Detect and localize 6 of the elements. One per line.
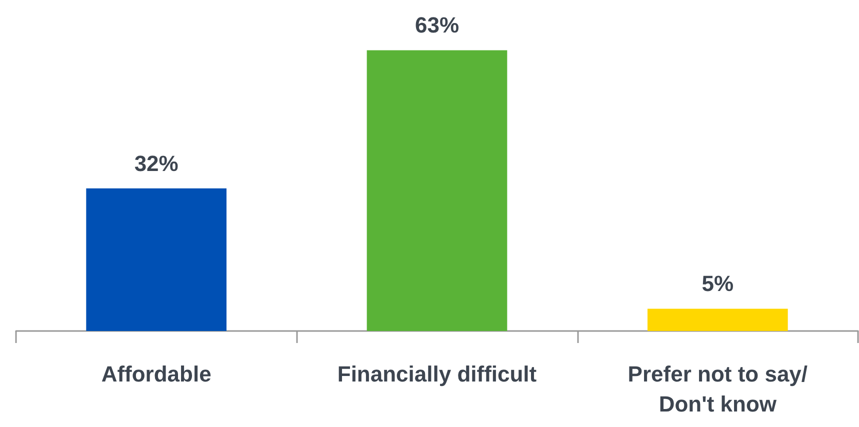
x-tick-label: Affordable bbox=[101, 362, 212, 386]
data-label: 5% bbox=[702, 271, 734, 296]
x-tick-label: Financially difficult bbox=[337, 362, 538, 386]
data-label: 63% bbox=[414, 12, 460, 38]
x-tick-label: Prefer not to say/Don't know bbox=[628, 362, 808, 416]
data-label: 32% bbox=[134, 150, 178, 176]
